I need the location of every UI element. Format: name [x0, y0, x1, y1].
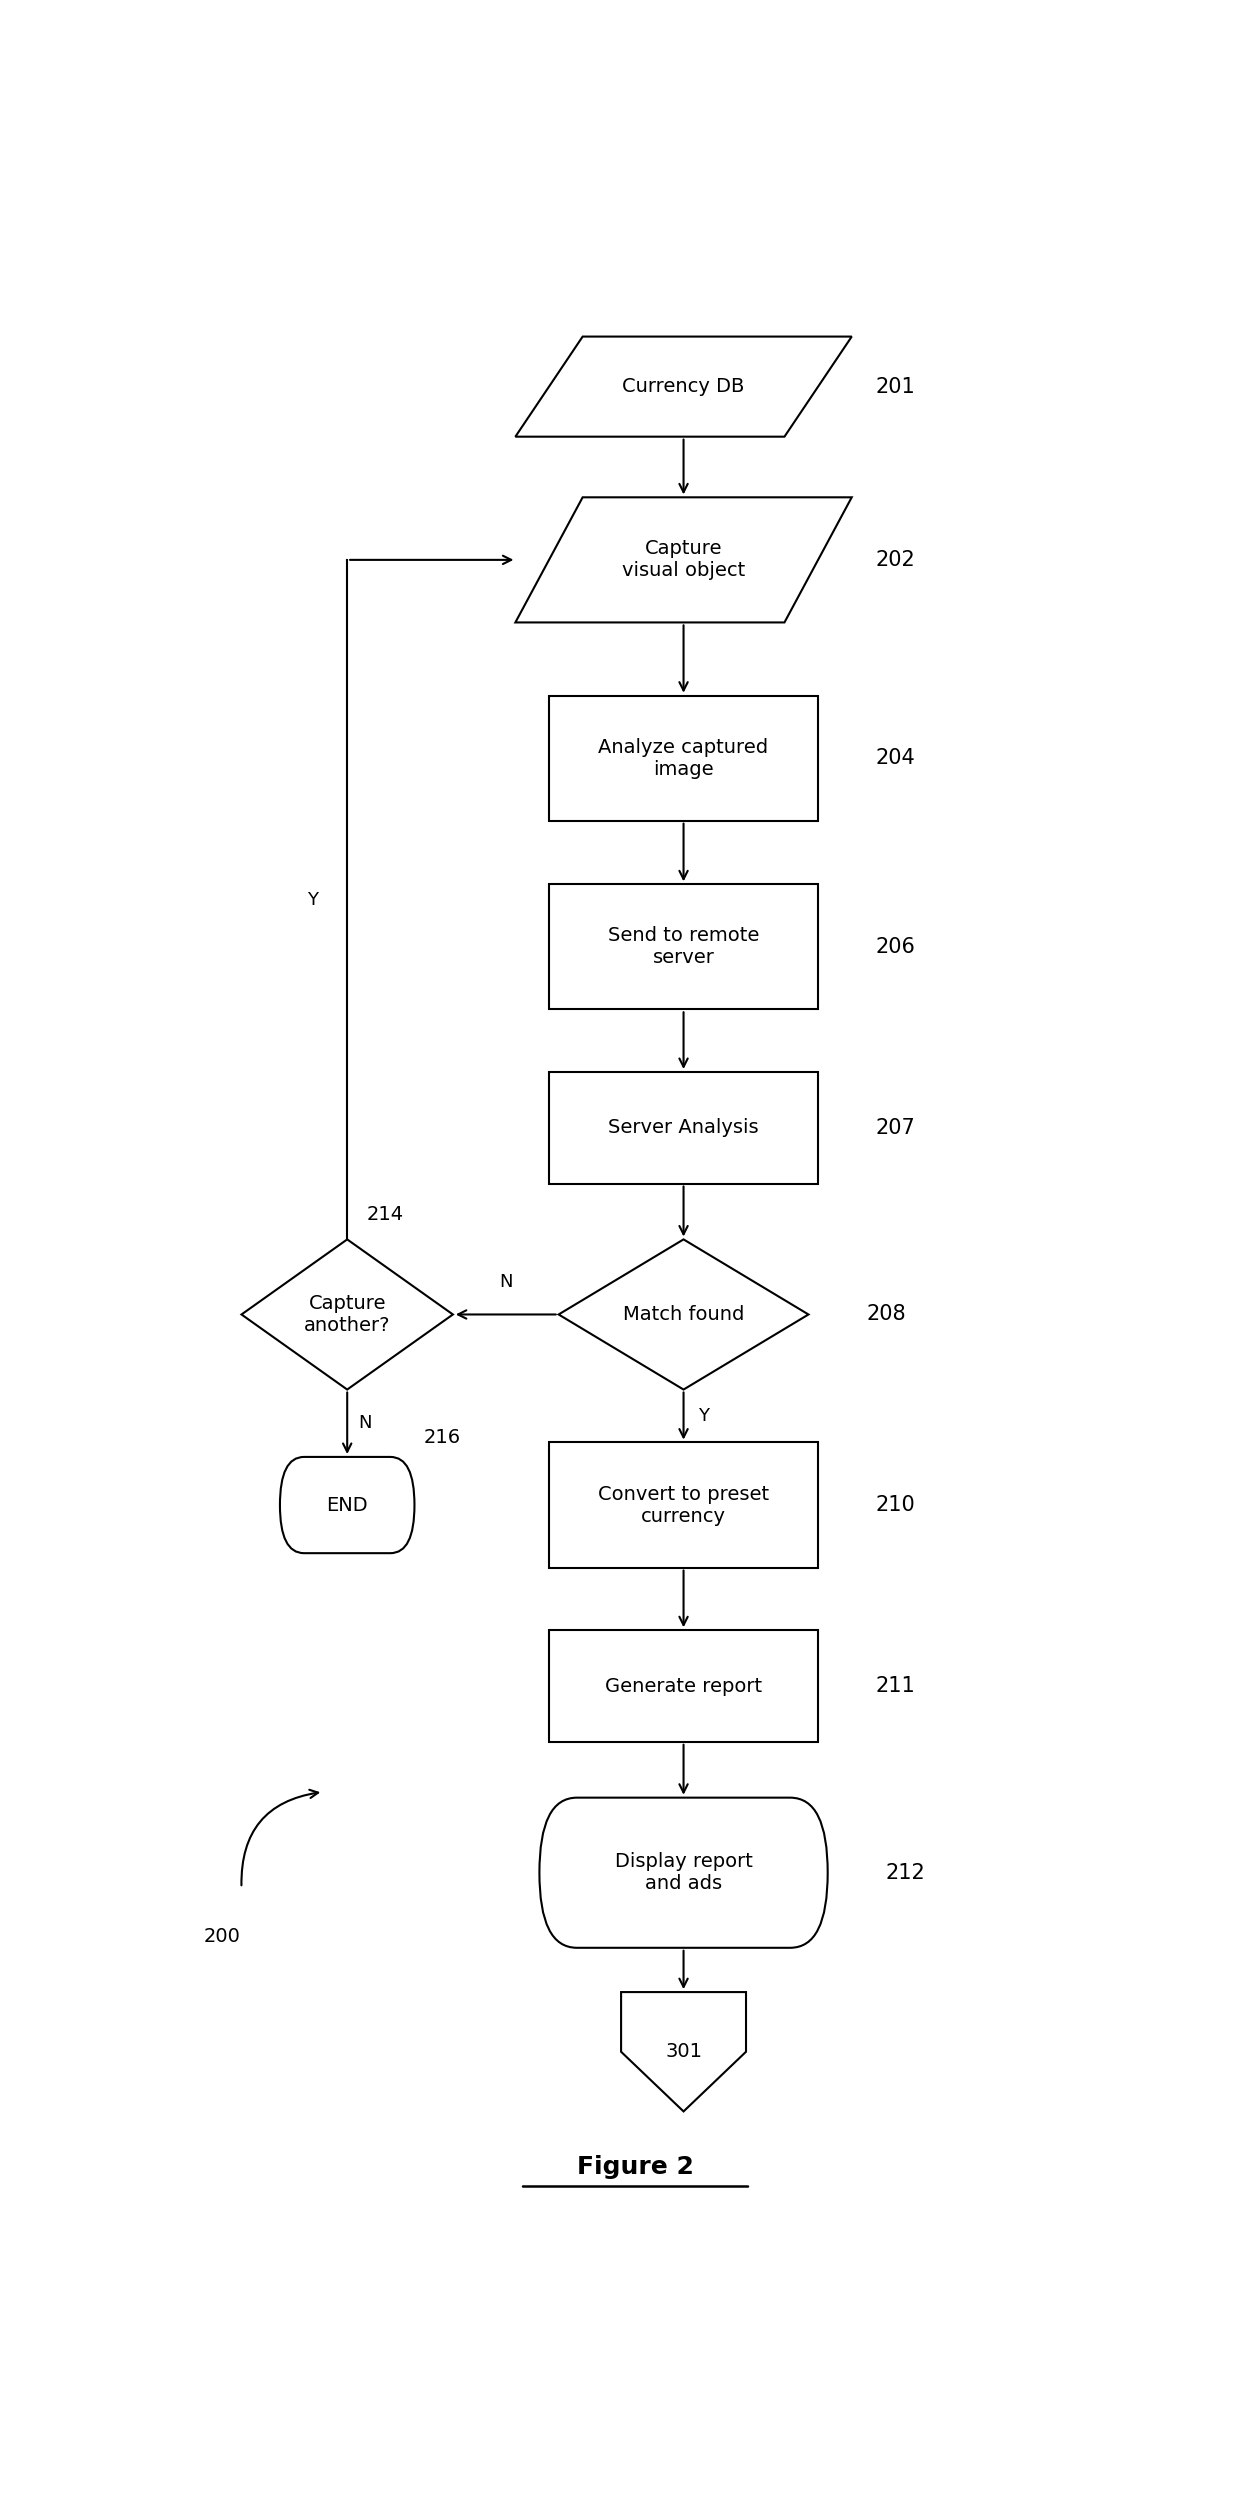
FancyBboxPatch shape — [549, 695, 818, 820]
Text: Convert to preset
currency: Convert to preset currency — [598, 1485, 769, 1525]
Text: 210: 210 — [875, 1495, 915, 1515]
Text: Capture
visual object: Capture visual object — [622, 540, 745, 580]
Text: Send to remote
server: Send to remote server — [608, 928, 759, 968]
Text: END: END — [326, 1495, 368, 1515]
Text: 212: 212 — [885, 1862, 925, 1882]
Text: Server Analysis: Server Analysis — [609, 1118, 759, 1138]
Text: Y: Y — [698, 1407, 709, 1425]
Text: 204: 204 — [875, 748, 915, 768]
FancyBboxPatch shape — [549, 1072, 818, 1182]
Text: Analyze captured
image: Analyze captured image — [599, 738, 769, 778]
Text: Capture
another?: Capture another? — [304, 1295, 391, 1335]
Text: Figure 2: Figure 2 — [577, 2155, 694, 2180]
Text: 208: 208 — [866, 1305, 905, 1325]
Text: 214: 214 — [367, 1205, 403, 1225]
Text: 207: 207 — [875, 1118, 915, 1138]
Polygon shape — [559, 1240, 808, 1390]
Polygon shape — [516, 498, 852, 622]
Text: Generate report: Generate report — [605, 1678, 763, 1695]
Polygon shape — [516, 338, 852, 437]
Polygon shape — [621, 1992, 746, 2112]
Text: 202: 202 — [875, 550, 915, 570]
FancyBboxPatch shape — [280, 1458, 414, 1552]
Text: Y: Y — [308, 890, 319, 908]
Text: Currency DB: Currency DB — [622, 378, 745, 395]
Text: 211: 211 — [875, 1675, 915, 1695]
Text: N: N — [498, 1272, 512, 1292]
Text: Display report
and ads: Display report and ads — [615, 1852, 753, 1892]
Text: 216: 216 — [424, 1427, 461, 1447]
FancyBboxPatch shape — [539, 1798, 828, 1948]
FancyBboxPatch shape — [549, 885, 818, 1010]
Text: 200: 200 — [203, 1928, 241, 1945]
FancyBboxPatch shape — [549, 1442, 818, 1568]
Text: 206: 206 — [875, 938, 915, 958]
Text: 201: 201 — [875, 378, 915, 398]
Text: Match found: Match found — [622, 1305, 744, 1325]
Text: N: N — [358, 1415, 372, 1432]
Text: 301: 301 — [665, 2042, 702, 2060]
Polygon shape — [242, 1240, 453, 1390]
FancyBboxPatch shape — [549, 1630, 818, 1742]
